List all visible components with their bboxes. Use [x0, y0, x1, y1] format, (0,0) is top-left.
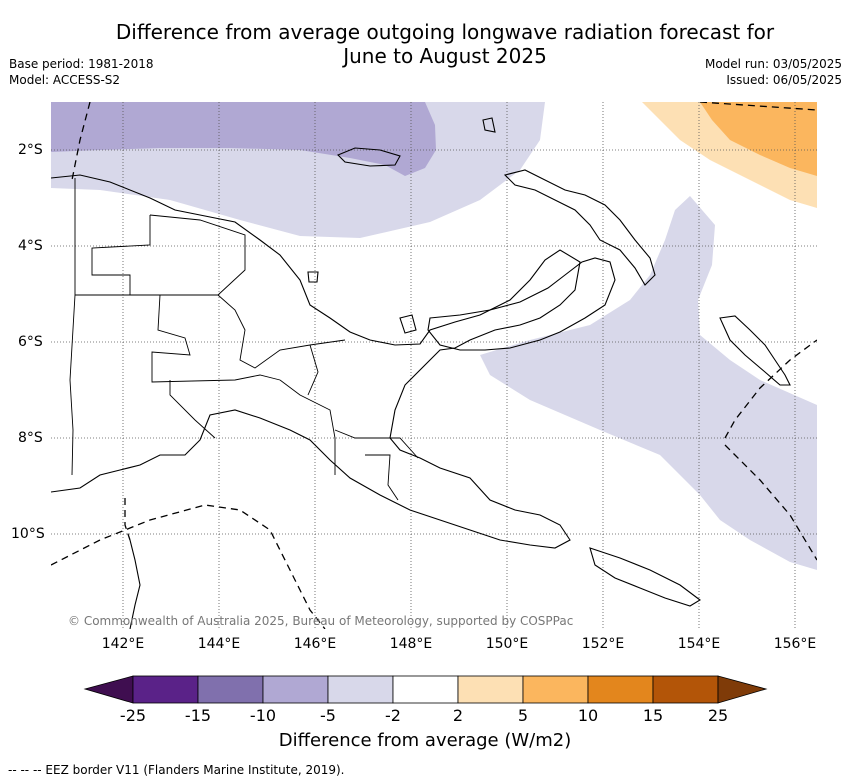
- eez-footnote: -- -- -- EEZ border V11 (Flanders Marine…: [8, 763, 345, 777]
- meta-left: Base period: 1981-2018 Model: ACCESS-S2: [9, 56, 154, 88]
- map-area: [51, 102, 817, 629]
- island-small-2: [482, 117, 496, 133]
- lon-label: 144°E: [197, 636, 241, 652]
- colorbar-arrow-right: [717, 675, 768, 704]
- anomaly-light-purple-east: [480, 196, 817, 570]
- new-ireland-coast: [503, 169, 656, 286]
- lat-label: 10°S: [11, 526, 45, 542]
- lat-label: 4°S: [18, 238, 43, 254]
- new-britain-coast: [427, 257, 616, 351]
- base-period: Base period: 1981-2018: [9, 57, 154, 71]
- anomaly-purple-north: [51, 102, 436, 176]
- colorbar-bin: [457, 675, 524, 704]
- model-run: Model run: 03/05/2025: [704, 57, 842, 71]
- colorbar-tick: 5: [517, 706, 529, 725]
- colorbar-tick: -10: [249, 706, 277, 725]
- colorbar-bin: [587, 675, 654, 704]
- colorbar-tick: 10: [577, 706, 599, 725]
- colorbar-tick: 25: [707, 706, 729, 725]
- manus-coast: [337, 147, 401, 167]
- png-indonesia-border: [69, 178, 76, 476]
- colorbar-bin: [262, 675, 329, 704]
- eez-borders: [51, 102, 817, 629]
- lat-label: 8°S: [18, 430, 43, 446]
- lon-label: 146°E: [293, 636, 337, 652]
- colorbar: [83, 675, 768, 704]
- lon-label: 148°E: [389, 636, 433, 652]
- colorbar-tick: -15: [184, 706, 212, 725]
- colorbar-bin: [327, 675, 394, 704]
- lon-label: 150°E: [485, 636, 529, 652]
- colorbar-tick: 15: [642, 706, 664, 725]
- colorbar-arrow-left: [83, 675, 134, 704]
- colorbar-tick: 2: [452, 706, 464, 725]
- new-guinea-coast: [51, 174, 581, 549]
- lon-label: 142°E: [101, 636, 145, 652]
- title-line-1: Difference from average outgoing longwav…: [115, 20, 775, 44]
- lat-label: 2°S: [18, 142, 43, 158]
- map-title: Difference from average outgoing longwav…: [90, 20, 800, 68]
- title-line-2: June to August 2025: [343, 44, 547, 68]
- cape-york-coast: [129, 539, 141, 629]
- colorbar-label: Difference from average (W/m2): [278, 730, 572, 751]
- bougainville-coast: [719, 315, 791, 386]
- graticule: [51, 102, 817, 629]
- colorbar-bin: [652, 675, 719, 704]
- louisiade-coast: [589, 547, 701, 607]
- colorbar-bin: [132, 675, 199, 704]
- copyright-notice: © Commonwealth of Australia 2025, Bureau…: [68, 614, 574, 628]
- lon-label: 156°E: [773, 636, 817, 652]
- lon-label: 152°E: [581, 636, 625, 652]
- meta-right: Model run: 03/05/2025 Issued: 06/05/2025: [705, 56, 842, 88]
- island-small-1: [399, 314, 417, 334]
- colorbar-tick: -2: [385, 706, 401, 725]
- colorbar-bin: [392, 675, 459, 704]
- issued-date: Issued: 06/05/2025: [726, 73, 842, 87]
- model-name: Model: ACCESS-S2: [9, 73, 121, 87]
- lon-label: 154°E: [677, 636, 721, 652]
- coastlines: [51, 117, 791, 629]
- colorbar-bin: [197, 675, 264, 704]
- colorbar-tick: -5: [320, 706, 336, 725]
- admin-borders: [69, 178, 419, 501]
- anomaly-orange: [700, 102, 817, 176]
- colorbar-bin: [522, 675, 589, 704]
- lat-label: 6°S: [18, 334, 43, 350]
- island-small-3: [307, 271, 319, 283]
- colorbar-tick: -25: [119, 706, 147, 725]
